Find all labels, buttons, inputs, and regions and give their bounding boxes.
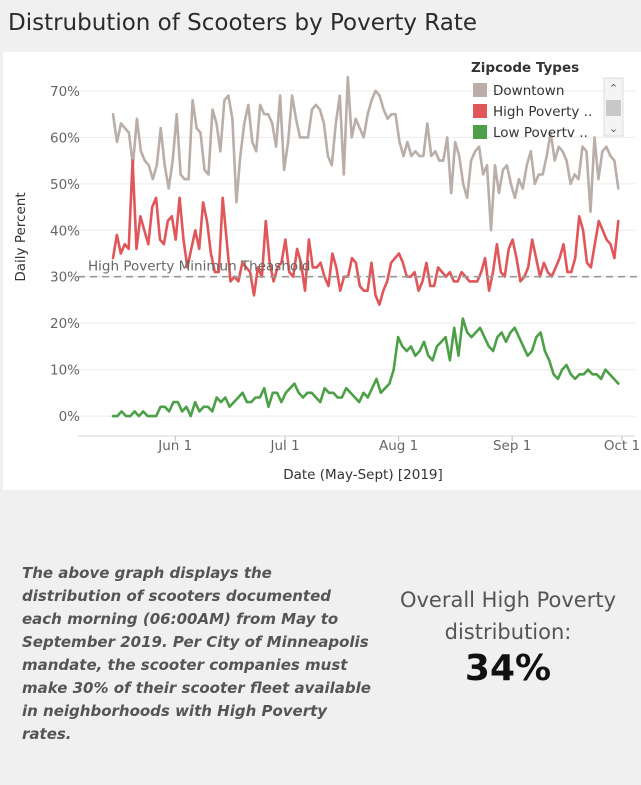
legend-label[interactable]: Downtown: [493, 83, 564, 99]
page-title: Distrubution of Scooters by Poverty Rate: [8, 10, 478, 36]
kpi-label: Overall High Poverty distribution:: [399, 588, 617, 644]
y-tick-label: 20%: [50, 316, 80, 332]
x-tick-label: Sep 1: [493, 438, 531, 454]
legend-items: Downtown High Poverty .. Low Povertv ..: [473, 83, 592, 141]
gridlines: [78, 90, 635, 437]
series-line-high-poverty-rate[interactable]: [111, 159, 620, 306]
y-axis-ticks: 0% 10% 20% 30% 40% 50% 60% 70%: [50, 84, 80, 425]
description-note: The above graph displays the distributio…: [22, 564, 371, 743]
chevron-up-icon[interactable]: ⌃: [609, 82, 618, 95]
y-tick-label: 70%: [50, 84, 80, 100]
reference-line-group: High Poverty Minimun Theashold: [78, 259, 639, 278]
y-tick-label: 30%: [50, 270, 80, 286]
line-chart: 0% 10% 20% 30% 40% 50% 60% 70% Jun 1 Jul 1 Aug 1 S…: [13, 60, 640, 483]
legend-scrollbar[interactable]: ⌃ ⌄: [603, 77, 624, 137]
series-line-low-poverty-rate[interactable]: [111, 317, 620, 418]
x-tick-label: Jul 1: [270, 438, 300, 454]
legend-swatch: [473, 83, 487, 97]
series-line-downtown[interactable]: [111, 75, 620, 232]
chevron-down-icon[interactable]: ⌄: [609, 122, 618, 135]
series-lines: [111, 75, 620, 418]
x-axis-title: Date (May-Sept) [2019]: [283, 467, 443, 483]
x-tick-label: Aug 1: [379, 438, 418, 454]
reference-line-label: High Poverty Minimun Theashold: [88, 259, 310, 275]
legend-swatch: [473, 104, 487, 118]
scrollbar-thumb[interactable]: [606, 100, 621, 116]
y-tick-label: 50%: [50, 177, 80, 193]
legend-swatch: [473, 125, 487, 139]
x-tick-label: Oct 1: [604, 438, 640, 454]
legend-label[interactable]: Low Povertv ..: [493, 125, 588, 141]
kpi-value: 34%: [464, 648, 552, 689]
x-tick-label: Jun 1: [157, 438, 192, 454]
y-axis-title: Daily Percent: [13, 192, 29, 281]
y-tick-label: 40%: [50, 223, 80, 239]
legend-title: Zipcode Types: [471, 60, 579, 76]
chart-panel: 0% 10% 20% 30% 40% 50% 60% 70% Jun 1 Jul 1 Aug 1 S…: [3, 52, 641, 490]
y-tick-label: 10%: [50, 363, 80, 379]
legend-label[interactable]: High Poverty ..: [493, 104, 592, 120]
x-axis-ticks: Jun 1 Jul 1 Aug 1 Sep 1 Oct 1: [157, 436, 640, 454]
y-tick-label: 60%: [50, 130, 80, 146]
legend[interactable]: Zipcode Types Downtown High Poverty .. Low…: [471, 60, 624, 141]
y-tick-label: 0%: [59, 409, 81, 425]
